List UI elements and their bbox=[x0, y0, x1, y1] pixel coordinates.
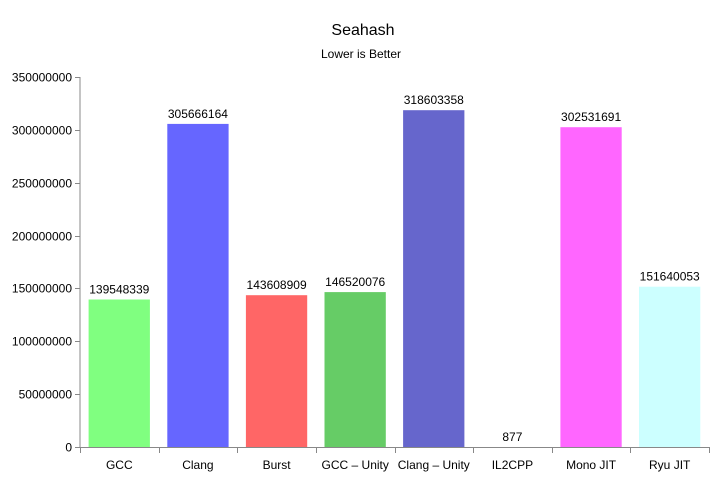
y-tick-label: 50000000 bbox=[19, 388, 73, 402]
bar bbox=[639, 286, 701, 447]
x-tick-label: IL2CPP bbox=[492, 458, 533, 472]
chart-title: Seahash bbox=[331, 22, 394, 39]
data-label: 139548339 bbox=[89, 283, 149, 297]
data-label: 143608909 bbox=[247, 278, 307, 292]
bar bbox=[167, 123, 229, 448]
data-label: 302531691 bbox=[561, 110, 621, 124]
x-tick-label: GCC bbox=[106, 458, 133, 472]
x-tick-label: Clang – Unity bbox=[398, 458, 470, 472]
x-axis: GCC Clang Burst GCC – Unity Clang – Unity IL2… bbox=[80, 447, 710, 472]
data-label: 318603358 bbox=[404, 93, 464, 107]
y-tick-label: 100000000 bbox=[12, 335, 72, 349]
x-tick-label: Clang bbox=[182, 458, 213, 472]
data-label: 146520076 bbox=[325, 275, 385, 289]
chart-subtitle: Lower is Better bbox=[321, 47, 401, 61]
y-tick-label: 350000000 bbox=[12, 71, 72, 85]
y-tick-label: 150000000 bbox=[12, 282, 72, 296]
bar bbox=[88, 299, 150, 447]
bars bbox=[88, 110, 701, 448]
data-label: 877 bbox=[502, 430, 522, 444]
y-tick-label: 300000000 bbox=[12, 124, 72, 138]
bar bbox=[403, 110, 465, 447]
data-label: 305666164 bbox=[168, 107, 228, 121]
x-tick-label: GCC – Unity bbox=[322, 458, 389, 472]
bar bbox=[560, 127, 622, 447]
y-axis: 0 50000000 100000000 150000000 200000000 2500… bbox=[12, 71, 81, 455]
bar bbox=[324, 292, 386, 447]
x-tick-label: Mono JIT bbox=[566, 458, 617, 472]
y-tick-label: 250000000 bbox=[12, 177, 72, 191]
x-tick-label: Burst bbox=[263, 458, 292, 472]
bar bbox=[245, 295, 308, 447]
x-tick-label: Ryu JIT bbox=[649, 458, 691, 472]
y-tick-label: 0 bbox=[65, 441, 72, 455]
data-labels: 139548339 305666164 143608909 146520076 3186… bbox=[89, 93, 700, 444]
data-label: 151640053 bbox=[640, 270, 700, 284]
y-tick-label: 200000000 bbox=[12, 230, 72, 244]
